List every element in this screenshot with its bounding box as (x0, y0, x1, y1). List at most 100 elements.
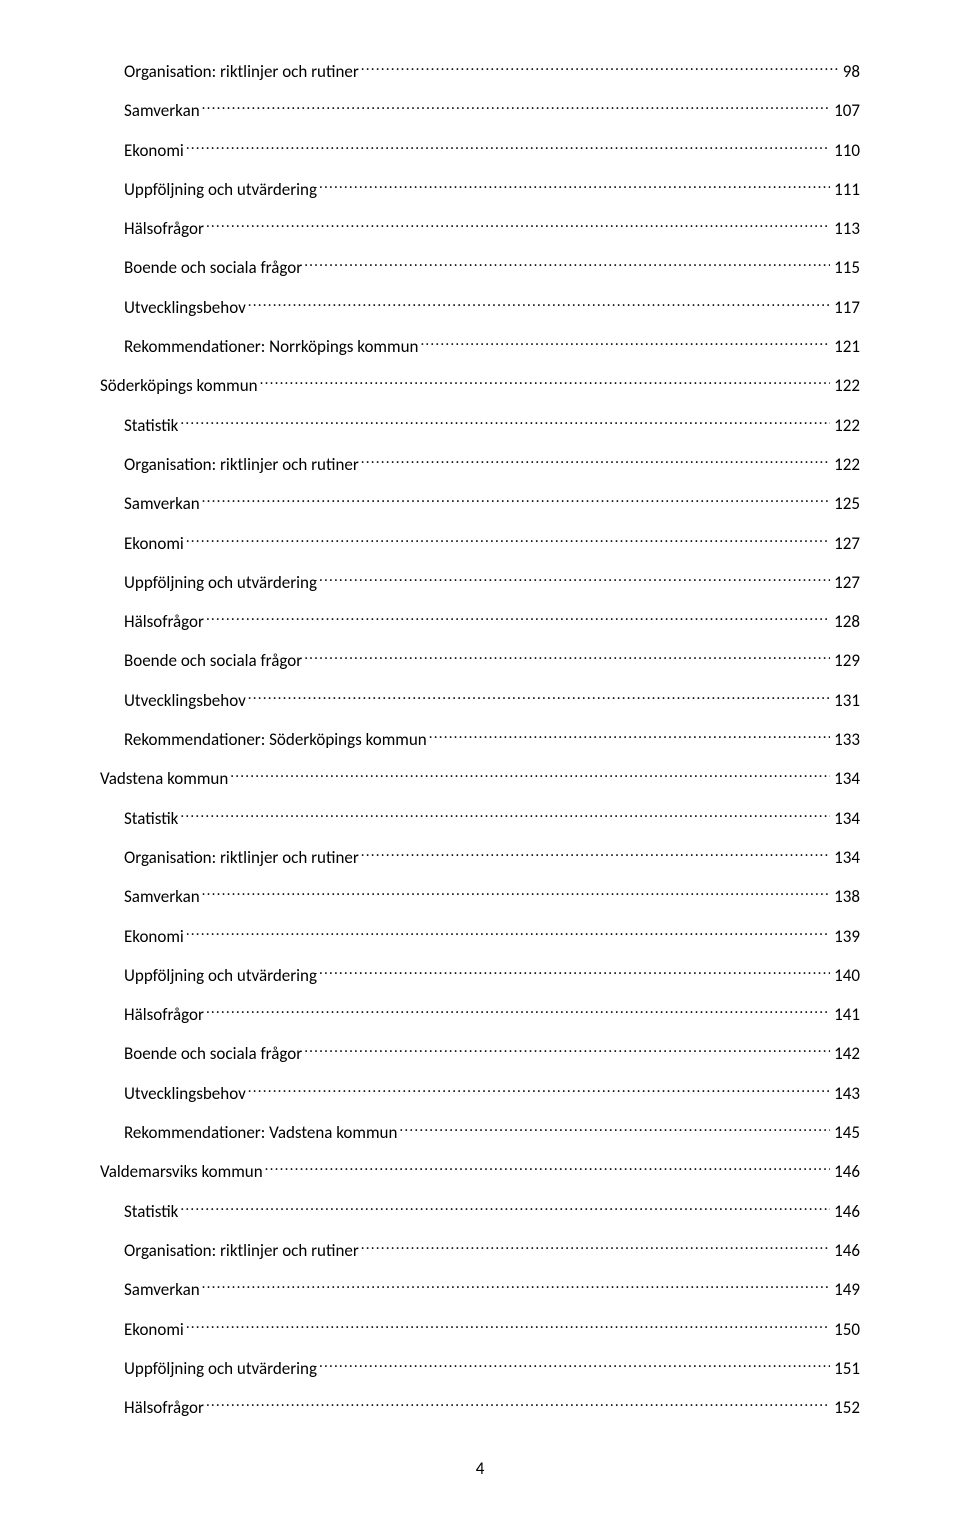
toc-entry-page: 134 (830, 846, 860, 870)
toc-entry: Rekommendationer: Norrköpings kommun 121 (100, 335, 860, 359)
toc-entry-label: Samverkan (124, 99, 202, 123)
toc-dot-leader (304, 256, 830, 273)
toc-entry: Valdemarsviks kommun146 (100, 1160, 860, 1184)
toc-entry: Rekommendationer: Söderköpings kommun133 (100, 728, 860, 752)
toc-entry-page: 122 (830, 453, 860, 477)
toc-dot-leader (319, 178, 830, 195)
toc-entry: Hälsofrågor 152 (100, 1396, 860, 1420)
toc-entry: Samverkan107 (100, 99, 860, 123)
toc-entry-page: 146 (830, 1200, 860, 1224)
toc-dot-leader (361, 1239, 830, 1256)
toc-dot-leader (180, 414, 830, 431)
toc-entry-label: Hälsofrågor (124, 1003, 206, 1027)
toc-dot-leader (319, 571, 830, 588)
toc-entry: Organisation: riktlinjer och rutiner146 (100, 1239, 860, 1263)
toc-dot-leader (202, 885, 830, 902)
toc-entry-page: 127 (830, 532, 860, 556)
toc-entry-page: 142 (830, 1042, 860, 1066)
toc-entry-label: Rekommendationer: Norrköpings kommun (124, 335, 420, 359)
toc-entry-label: Söderköpings kommun (100, 374, 260, 398)
toc-dot-leader (265, 1160, 830, 1177)
toc-entry-page: 131 (830, 689, 860, 713)
toc-entry-label: Uppföljning och utvärdering (124, 178, 319, 202)
toc-entry-page: 151 (830, 1357, 860, 1381)
toc-dot-leader (429, 728, 830, 745)
toc-dot-leader (186, 925, 830, 942)
toc-dot-leader (202, 1278, 830, 1295)
toc-entry-label: Ekonomi (124, 1318, 186, 1342)
toc-entry-label: Uppföljning och utvärdering (124, 1357, 319, 1381)
toc-dot-leader (202, 99, 830, 116)
toc-entry: Uppföljning och utvärdering 111 (100, 178, 860, 202)
toc-entry-page: 111 (830, 178, 860, 202)
toc-entry-label: Statistik (124, 807, 180, 831)
toc-dot-leader (361, 453, 830, 470)
toc-entry: Boende och sociala frågor115 (100, 256, 860, 280)
toc-entry-page: 146 (830, 1239, 860, 1263)
toc-entry: Samverkan138 (100, 885, 860, 909)
toc-entry-page: 98 (839, 60, 860, 84)
toc-dot-leader (361, 846, 830, 863)
toc-entry: Ekonomi 127 (100, 532, 860, 556)
toc-dot-leader (248, 296, 830, 313)
toc-entry: Boende och sociala frågor129 (100, 649, 860, 673)
toc-entry-page: 152 (830, 1396, 860, 1420)
toc-dot-leader (361, 60, 839, 77)
toc-entry: Hälsofrågor113 (100, 217, 860, 241)
toc-entry-label: Statistik (124, 1200, 180, 1224)
toc-dot-leader (399, 1121, 830, 1138)
toc-dot-leader (230, 767, 830, 784)
document-page: Organisation: riktlinjer och rutiner 98 Sa… (0, 0, 960, 1523)
toc-dot-leader (206, 610, 830, 627)
toc-entry-label: Organisation: riktlinjer och rutiner (124, 453, 361, 477)
toc-entry: Ekonomi139 (100, 925, 860, 949)
toc-dot-leader (319, 1357, 830, 1374)
toc-entry-label: Hälsofrågor (124, 1396, 206, 1420)
toc-entry-page: 117 (830, 296, 860, 320)
toc-entry: Uppföljning och utvärdering140 (100, 964, 860, 988)
toc-dot-leader (304, 649, 830, 666)
toc-dot-leader (304, 1042, 830, 1059)
toc-entry-page: 110 (830, 139, 860, 163)
toc-entry-label: Valdemarsviks kommun (100, 1160, 265, 1184)
toc-entry: Uppföljning och utvärdering127 (100, 571, 860, 595)
toc-dot-leader (186, 139, 830, 156)
toc-entry-label: Utvecklingsbehov (124, 296, 248, 320)
toc-entry-page: 149 (830, 1278, 860, 1302)
toc-entry-page: 128 (830, 610, 860, 634)
toc-entry-label: Samverkan (124, 1278, 202, 1302)
toc-entry: Uppföljning och utvärdering 151 (100, 1357, 860, 1381)
page-number: 4 (0, 1458, 960, 1479)
toc-entry: Boende och sociala frågor 142 (100, 1042, 860, 1066)
toc-entry-page: 134 (830, 807, 860, 831)
toc-entry-label: Boende och sociala frågor (124, 1042, 304, 1066)
toc-entry: Statistik 146 (100, 1200, 860, 1224)
toc-entry-page: 125 (830, 492, 860, 516)
toc-dot-leader (186, 532, 830, 549)
toc-entry: Utvecklingsbehov 117 (100, 296, 860, 320)
toc-entry-label: Ekonomi (124, 532, 186, 556)
toc-entry-label: Vadstena kommun (100, 767, 230, 791)
toc-entry-page: 140 (830, 964, 860, 988)
toc-entry-page: 150 (830, 1318, 860, 1342)
toc-entry: Utvecklingsbehov143 (100, 1082, 860, 1106)
toc-dot-leader (180, 1200, 830, 1217)
toc-entry-label: Statistik (124, 414, 180, 438)
toc-entry-label: Samverkan (124, 885, 202, 909)
toc-entry-page: 121 (830, 335, 860, 359)
toc-entry-label: Organisation: riktlinjer och rutiner (124, 846, 361, 870)
toc-entry: Statistik122 (100, 414, 860, 438)
toc-entry-page: 129 (830, 649, 860, 673)
toc-entry-label: Hälsofrågor (124, 217, 206, 241)
toc-dot-leader (206, 1396, 830, 1413)
toc-entry-label: Rekommendationer: Vadstena kommun (124, 1121, 399, 1145)
toc-entry-page: 143 (830, 1082, 860, 1106)
toc-entry: Ekonomi 110 (100, 139, 860, 163)
toc-dot-leader (206, 217, 830, 234)
toc-entry: Ekonomi 150 (100, 1318, 860, 1342)
toc-entry-label: Ekonomi (124, 925, 186, 949)
toc-entry-label: Ekonomi (124, 139, 186, 163)
toc-entry-page: 127 (830, 571, 860, 595)
toc-entry-page: 134 (830, 767, 860, 791)
toc-entry: Hälsofrågor128 (100, 610, 860, 634)
